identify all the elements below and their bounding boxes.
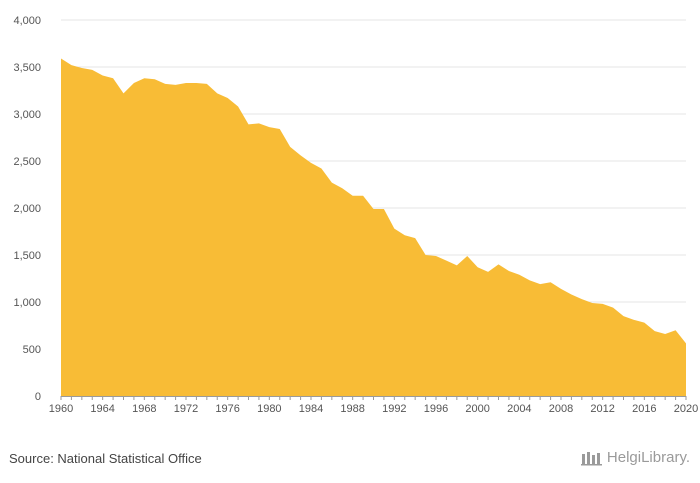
x-tick-label: 1976 [215, 403, 239, 415]
x-tick-label: 1992 [382, 403, 406, 415]
y-axis-tick-labels: 0 500 1,000 1,500 2,000 2,500 3,000 3,500 4,000 [13, 15, 41, 403]
x-tick-label: 1988 [340, 403, 364, 415]
x-tick-label: 2004 [507, 403, 531, 415]
x-tick-label: 2008 [549, 403, 573, 415]
x-tick-label: 2012 [590, 403, 614, 415]
x-tick-label: 1996 [424, 403, 448, 415]
x-tick-label: 1980 [257, 403, 281, 415]
y-tick-label: 3,000 [13, 109, 41, 121]
x-tick-label: 1968 [132, 403, 156, 415]
library-icon [580, 451, 602, 465]
logo-text: HelgiLibrary. [606, 449, 690, 466]
x-tick-label: 1984 [299, 403, 323, 415]
area-series [61, 58, 686, 396]
y-tick-label: 2,000 [13, 203, 41, 215]
x-tick-label: 1960 [49, 403, 73, 415]
y-tick-label: 3,500 [13, 62, 41, 74]
y-tick-label: 2,500 [13, 156, 41, 168]
y-tick-label: 4,000 [13, 15, 41, 27]
x-tick-label: 2020 [674, 403, 698, 415]
x-axis-tick-labels: 1960 1964 1968 1972 1976 1980 1984 1988 1992 1996… [49, 403, 698, 415]
source-note: Source: National Statistical Office [9, 451, 202, 466]
helgi-library-logo: HelgiLibrary. [580, 449, 690, 466]
x-tick-label: 2000 [465, 403, 489, 415]
area-fill [61, 58, 686, 396]
x-tick-label: 1964 [90, 403, 114, 415]
x-axis [60, 396, 687, 400]
y-tick-label: 0 [35, 391, 41, 403]
y-tick-label: 500 [23, 344, 41, 356]
y-tick-label: 1,500 [13, 250, 41, 262]
y-tick-label: 1,000 [13, 297, 41, 309]
x-tick-label: 2016 [632, 403, 656, 415]
x-tick-label: 1972 [174, 403, 198, 415]
area-chart: 05001,0001,5002,0002,5003,0003,5004,000 … [13, 15, 698, 415]
